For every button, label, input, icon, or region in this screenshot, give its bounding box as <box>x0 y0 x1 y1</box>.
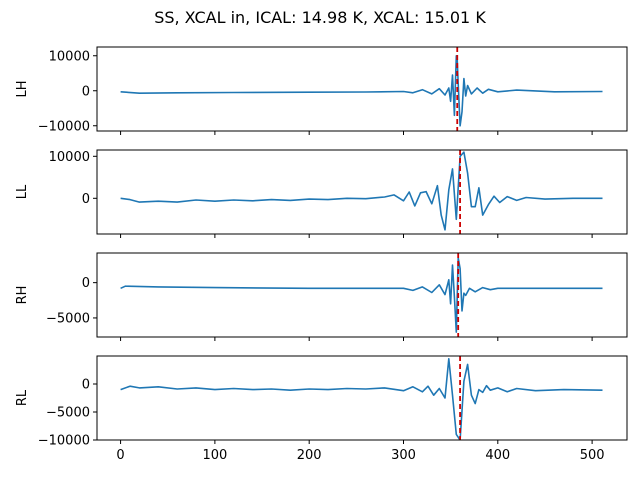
xtick-label-0: 0 <box>116 448 124 463</box>
series-line-rl-0 <box>120 357 603 440</box>
ytick-label-lh-0: 0 <box>82 84 90 99</box>
xtick-label-300: 300 <box>391 448 416 463</box>
ytick-label-rl--10000: −10000 <box>38 434 90 449</box>
ytick-label-rl-0: 0 <box>82 378 90 393</box>
ytick-label-ll-10000: 10000 <box>49 150 90 165</box>
xtick-label-500: 500 <box>580 448 605 463</box>
ytick-label-rh-0: 0 <box>82 276 90 291</box>
axes-frame-rh <box>96 252 628 338</box>
ylabel-lh: LH <box>15 80 30 97</box>
ytick-label-rl--5000: −5000 <box>46 406 90 421</box>
ytick-label-lh--10000: −10000 <box>38 119 90 134</box>
xtick-label-200: 200 <box>297 448 322 463</box>
ytick-label-ll-0: 0 <box>82 192 90 207</box>
series-line-rh-0 <box>120 257 603 333</box>
xtick-label-100: 100 <box>202 448 227 463</box>
ylabel-rh: RH <box>15 286 30 305</box>
ytick-label-rh--5000: −5000 <box>46 311 90 326</box>
series-line-lh-0 <box>120 54 603 127</box>
xtick-label-400: 400 <box>485 448 510 463</box>
ytick-label-lh-10000: 10000 <box>49 49 90 64</box>
series-line-ll-0 <box>120 151 603 231</box>
axes-frame-ll <box>96 149 628 235</box>
ylabel-ll: LL <box>15 184 30 199</box>
axes-frame-lh <box>96 46 628 132</box>
figure-title: SS, XCAL in, ICAL: 14.98 K, XCAL: 15.01 … <box>154 8 486 27</box>
axes-frame-rl <box>96 355 628 441</box>
ylabel-rl: RL <box>15 389 30 406</box>
